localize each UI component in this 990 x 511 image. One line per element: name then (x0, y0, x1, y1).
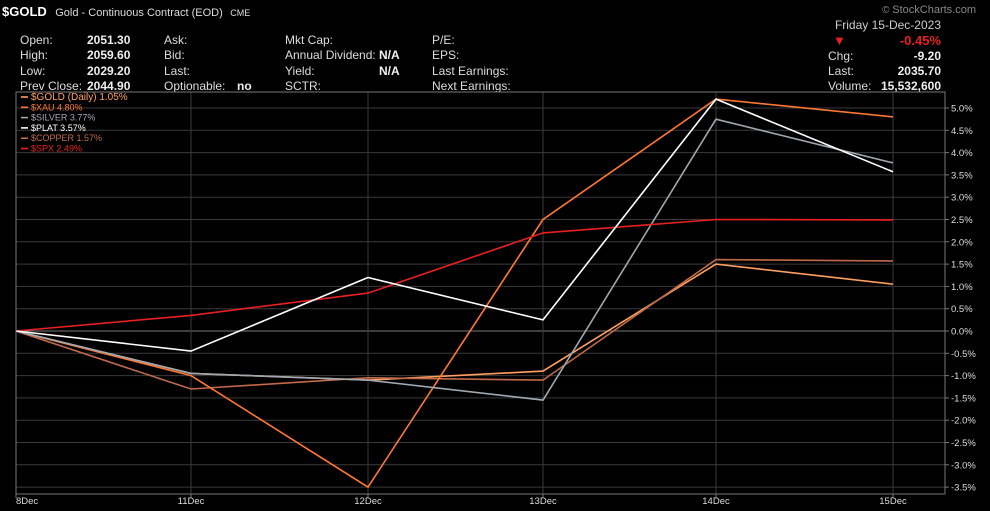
y-tick-label: 2.0% (951, 237, 973, 248)
y-tick-label: 0.5% (951, 304, 973, 315)
y-tick-label: 1.0% (951, 282, 973, 293)
stats-col3: Mkt Cap: Annual Dividend: N/A Yield: N/A S… (285, 33, 405, 94)
watermark-text: StockCharts.com (892, 4, 976, 16)
stat-label: Ask: (164, 33, 188, 47)
stat-label: Chg: (828, 48, 854, 63)
stat-label: Bid: (164, 48, 185, 63)
x-tick-label: 8Dec (16, 496, 38, 507)
exchange-label: CME (230, 8, 251, 18)
series-line (15, 118, 894, 401)
yield-value: N/A (379, 63, 400, 78)
stat-label: Mkt Cap: (285, 33, 334, 47)
down-arrow-icon: ▼ (833, 33, 846, 49)
open-value: 2051.30 (87, 33, 131, 47)
series-line (15, 98, 894, 352)
quote-panel: Friday 15-Dec-2023 ▼ -0.45% Chg: -9.20 Las… (826, 18, 941, 94)
x-tick-label: 15Dec (879, 496, 907, 507)
y-tick-label: 5.0% (951, 104, 973, 115)
stat-label: Low: (20, 63, 46, 78)
legend-label: $XAU 4.80% (31, 102, 83, 112)
stat-label: SCTR: (285, 78, 321, 93)
y-tick-label: -1.0% (951, 371, 976, 382)
watermark: © StockCharts.com (882, 4, 976, 16)
series-lines (15, 98, 894, 489)
stat-label: Prev Close: (20, 78, 83, 93)
y-tick-label: -1.5% (951, 393, 976, 404)
stats-col1: Open: 2051.30 High: 2059.60 Low: 2029.20 Pr… (20, 33, 140, 94)
stat-label: Last: (164, 63, 191, 78)
series-line (15, 218, 894, 332)
y-tick-label: -2.0% (951, 416, 976, 427)
x-tick-label: 13Dec (529, 496, 557, 507)
legend-label: $PLAT 3.57% (31, 123, 86, 133)
x-tick-label: 11Dec (178, 496, 205, 507)
y-tick-label: 0.0% (951, 327, 973, 338)
chart-grid (15, 92, 945, 494)
stat-label: Annual Dividend: (285, 48, 376, 63)
y-tick-label: 3.5% (951, 170, 973, 181)
y-axis: 5.0% 4.5% 4.0% 3.5% 3.0% 2.5% 2.0% 1.5% 1.0% 0.5%… (945, 104, 976, 494)
last-price-value: 2035.70 (897, 63, 941, 78)
title-row: $GOLD Gold - Continuous Contract (EOD) C… (2, 3, 250, 21)
change-percent: -0.45% (899, 33, 941, 49)
stat-label: Volume: (828, 79, 872, 94)
plot-border (15, 91, 946, 495)
stat-label: P/E: (432, 33, 455, 47)
y-tick-label: -3.5% (951, 483, 976, 494)
series-line (15, 98, 894, 489)
x-axis: 8Dec 11Dec 12Dec 13Dec 14Dec 15Dec (15, 494, 907, 507)
high-value: 2059.60 (87, 48, 131, 63)
legend-label: $SILVER 3.77% (31, 113, 95, 123)
annual-dividend-value: N/A (379, 48, 400, 63)
y-tick-label: -2.5% (951, 438, 976, 449)
stat-label: High: (20, 48, 49, 63)
y-tick-label: 2.5% (951, 215, 973, 226)
symbol-label: $GOLD (2, 4, 47, 19)
stat-label: Yield: (285, 63, 315, 78)
legend-label: $GOLD (Daily) 1.05% (31, 92, 128, 103)
chart-header: $GOLD Gold - Continuous Contract (EOD) C… (0, 0, 990, 94)
stats-col4: P/E: EPS: Last Earnings: Next Earnings: (432, 33, 542, 94)
series-line (15, 258, 894, 390)
copyright-icon: © (882, 5, 893, 16)
y-tick-label: -0.5% (951, 349, 976, 360)
optionable-value: no (237, 78, 252, 93)
y-tick-label: -3.0% (951, 460, 976, 471)
date-label: Friday 15-Dec-2023 (834, 18, 941, 32)
x-tick-label: 14Dec (702, 496, 730, 507)
stat-label: Next Earnings: (432, 78, 511, 93)
stat-label: Optionable: (164, 78, 226, 93)
volume-value: 15,532,600 (880, 79, 941, 94)
chart-legend: $GOLD (Daily) 1.05%$XAU 4.80%$SILVER 3.7… (21, 92, 128, 154)
legend-label: $SPX 2.49% (31, 144, 82, 154)
y-tick-label: 4.5% (951, 126, 973, 137)
y-tick-label: 4.0% (951, 148, 973, 159)
legend-label: $COPPER 1.57% (31, 133, 102, 143)
low-value: 2029.20 (87, 63, 131, 78)
change-value: -9.20 (913, 48, 941, 63)
y-tick-label: 3.0% (951, 193, 973, 204)
x-tick-label: 12Dec (354, 496, 382, 507)
stat-label: Open: (20, 33, 53, 47)
prev-close-value: 2044.90 (87, 78, 131, 93)
stat-label: EPS: (432, 48, 460, 63)
stats-col2: Ask: Bid: Last: Optionable: no (164, 33, 274, 94)
stat-label: Last: (828, 63, 855, 78)
y-tick-label: 1.5% (951, 260, 973, 271)
stat-label: Last Earnings: (432, 63, 509, 78)
description-label: Gold - Continuous Contract (EOD) (55, 7, 223, 19)
